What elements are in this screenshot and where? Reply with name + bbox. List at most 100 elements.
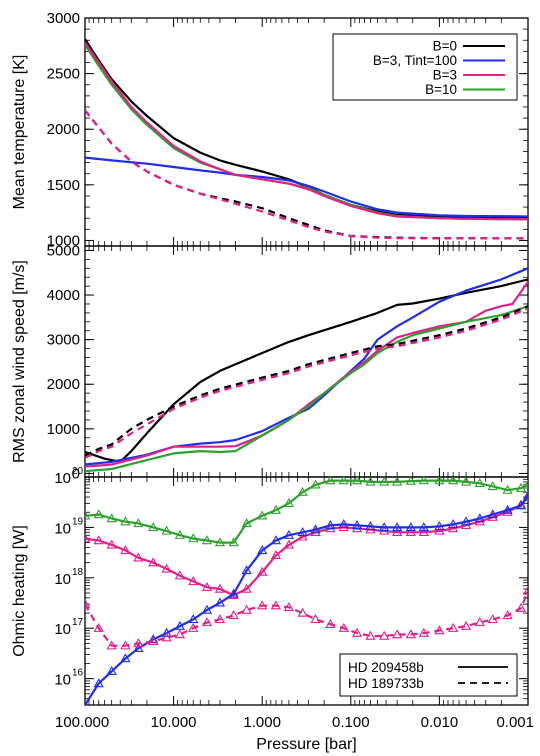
data-point-marker	[297, 486, 308, 496]
data-point-marker	[297, 526, 308, 536]
series-line-middle-0	[85, 278, 528, 463]
data-point-marker	[188, 576, 199, 586]
y-tick-label: 3000	[47, 332, 80, 349]
data-point-marker	[161, 632, 172, 642]
data-point-marker	[310, 479, 321, 489]
data-point-marker	[338, 477, 349, 485]
data-point-marker	[434, 625, 445, 635]
data-point-marker	[351, 520, 363, 530]
data-point-marker	[133, 642, 144, 652]
data-point-marker	[405, 522, 416, 532]
legend-label: HD 189733b	[348, 676, 424, 691]
y-tick-label: 1000	[47, 232, 80, 249]
data-point-marker	[405, 629, 416, 639]
data-point-marker	[338, 519, 349, 529]
data-point-marker	[325, 520, 336, 530]
series-line-middle-3	[85, 305, 528, 473]
data-point-marker	[148, 522, 159, 532]
data-point-marker	[85, 533, 91, 543]
y-tick-label: 2000	[47, 121, 80, 138]
data-point-marker	[120, 640, 131, 650]
data-point-marker	[297, 531, 308, 541]
y-tick-label: 5000	[47, 242, 80, 259]
y-tick-label: 3000	[47, 10, 80, 27]
data-point-marker	[106, 640, 117, 650]
y-tick-label: 2500	[47, 66, 80, 83]
data-point-marker	[418, 477, 429, 485]
data-point-marker	[434, 477, 445, 485]
panel-top: 1000 1500 2000 2500 3000 Mean temperature [K]…	[11, 10, 529, 249]
data-point-marker	[283, 539, 295, 549]
data-point-marker	[228, 537, 239, 547]
series-line-top-1	[85, 156, 528, 218]
data-point-marker	[310, 524, 321, 534]
data-point-marker	[515, 602, 527, 612]
data-point-marker	[391, 526, 403, 536]
data-point-marker	[148, 634, 159, 644]
data-point-marker	[522, 585, 528, 595]
data-point-marker	[174, 570, 186, 580]
data-point-marker	[257, 510, 268, 520]
data-point-marker	[93, 509, 104, 519]
data-point-marker	[487, 614, 498, 624]
data-point-marker	[338, 622, 349, 632]
data-point-marker	[85, 598, 91, 608]
data-point-marker	[201, 535, 213, 545]
y-tick-label: 10	[54, 470, 71, 487]
data-point-marker	[228, 610, 239, 620]
data-point-marker	[365, 477, 376, 486]
data-point-marker	[257, 566, 268, 576]
x-axis-title: Pressure [bar]	[256, 736, 356, 753]
data-point-marker	[201, 581, 213, 591]
data-point-marker	[214, 597, 226, 607]
y-tick-label: 10	[54, 571, 71, 588]
data-point-marker	[391, 522, 403, 532]
data-point-marker	[351, 627, 363, 637]
data-point-marker	[133, 552, 144, 562]
data-point-marker	[325, 618, 336, 628]
data-point-marker	[502, 484, 513, 494]
data-point-marker	[257, 600, 268, 610]
data-point-marker	[283, 498, 295, 508]
data-point-marker	[241, 565, 252, 575]
y-tick-label: 10	[54, 520, 71, 537]
data-point-marker	[515, 500, 527, 510]
data-point-marker	[474, 513, 485, 523]
data-point-marker	[174, 529, 186, 539]
data-point-marker	[214, 537, 226, 547]
legend-label: B=10	[425, 82, 457, 97]
data-point-marker	[522, 479, 528, 489]
data-point-marker	[418, 526, 429, 536]
series-line-middle-2	[85, 281, 528, 468]
data-point-marker	[133, 518, 144, 528]
data-point-marker	[241, 518, 252, 528]
data-point-marker	[106, 539, 117, 549]
data-point-marker	[106, 665, 117, 675]
data-point-marker	[338, 522, 349, 532]
data-point-marker	[310, 614, 321, 624]
series-line-bottom-2	[85, 495, 528, 705]
data-point-marker	[270, 549, 282, 559]
y-tick-label: 1500	[47, 177, 80, 194]
y-tick-exponent: 20	[72, 466, 84, 477]
data-point-marker	[148, 636, 159, 646]
data-point-marker	[391, 629, 403, 639]
data-point-marker	[93, 622, 104, 632]
series-group	[85, 477, 528, 705]
data-point-marker	[502, 610, 513, 620]
data-point-marker	[85, 510, 91, 520]
y-axis-title: RMS zonal wind speed [m/s]	[11, 260, 28, 463]
y-tick-label: 10	[54, 621, 71, 638]
data-point-marker	[270, 535, 282, 545]
data-point-marker	[120, 516, 131, 526]
data-point-marker	[379, 522, 390, 532]
legend-label: B=3, Tint=100	[373, 53, 457, 68]
data-point-marker	[418, 627, 429, 637]
data-point-marker	[522, 490, 528, 500]
panel-middle: 0 1000 2000 3000 4000 5000 RMS zonal wind spee…	[11, 242, 529, 482]
series-group	[85, 38, 528, 240]
y-tick-label: 2000	[47, 376, 80, 393]
data-point-marker	[502, 504, 513, 514]
